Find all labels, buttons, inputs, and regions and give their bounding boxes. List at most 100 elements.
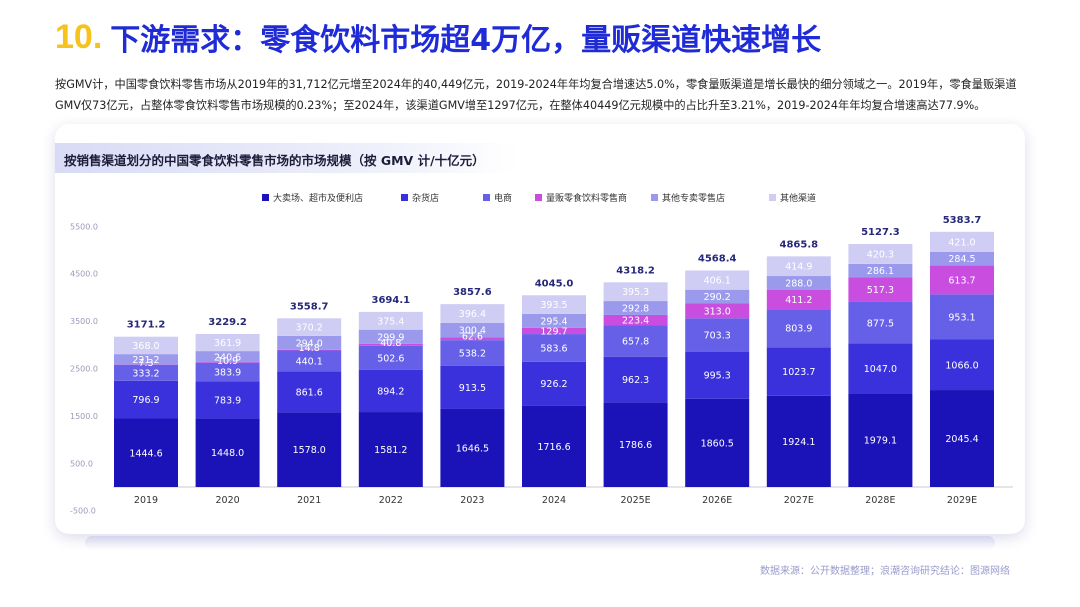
segment-value-label: 657.8	[622, 337, 649, 348]
segment-value-label: 368.0	[132, 341, 159, 352]
segment-value-label: 1578.0	[293, 445, 326, 456]
x-tick-label: 2027E	[784, 495, 814, 506]
bar-segment	[358, 343, 423, 346]
bar-segment	[277, 412, 342, 487]
segment-value-label: 613.7	[948, 275, 975, 286]
y-tick-label: 5500.0	[70, 222, 98, 231]
legend-label: 量贩零食饮料零售商	[546, 192, 627, 204]
legend-label: 其他渠道	[780, 192, 816, 204]
bar-segment	[766, 276, 831, 290]
total-value-label: 3694.1	[372, 295, 411, 306]
segment-value-label: 926.2	[540, 379, 567, 390]
bar-segment	[277, 335, 342, 350]
bar-segment	[930, 339, 994, 391]
bar-segment	[522, 313, 586, 328]
y-tick-label: 3500.0	[70, 317, 98, 326]
segment-value-label: 2045.4	[945, 434, 978, 445]
segment-value-label: 1066.0	[945, 360, 978, 371]
legend-swatch	[262, 194, 269, 201]
segment-value-label: 803.9	[785, 324, 812, 335]
bar-segment	[114, 380, 178, 419]
bar-segment	[766, 309, 831, 348]
bar-segment	[195, 362, 260, 364]
bar-segment	[603, 282, 668, 302]
total-value-label: 4568.4	[698, 253, 737, 264]
segment-value-label: 995.3	[704, 371, 731, 382]
legend-swatch	[483, 194, 490, 201]
segment-value-label: 62.6	[462, 332, 483, 343]
y-tick-label: 2500.0	[70, 365, 98, 374]
bar-segment	[440, 304, 505, 323]
bar-segment	[930, 265, 994, 295]
segment-value-label: 313.0	[704, 306, 731, 317]
segment-value-label: 383.9	[214, 368, 241, 379]
bar-segment	[114, 364, 178, 381]
segment-value-label: 1581.2	[374, 445, 407, 456]
bar-segment	[603, 325, 668, 357]
total-value-label: 3857.6	[453, 287, 492, 298]
bar-segment	[522, 334, 586, 362]
segment-value-label: 292.8	[622, 303, 649, 314]
segment-value-label: 221.2	[132, 355, 159, 366]
y-tick-label: 1500.0	[70, 412, 98, 421]
segment-value-label: 284.5	[948, 254, 975, 265]
bar-segment	[848, 277, 913, 302]
segment-value-label: 333.2	[132, 368, 159, 379]
x-tick-label: 2023	[460, 495, 484, 506]
y-tick-label: 4500.0	[70, 270, 98, 279]
bar-segment	[358, 329, 423, 344]
legend-label: 杂货店	[412, 192, 439, 204]
segment-value-label: 411.2	[785, 295, 812, 306]
bar-segment	[195, 363, 260, 382]
legend-label: 大卖场、超市及便利店	[273, 192, 363, 204]
segment-value-label: 361.9	[214, 338, 241, 349]
bar-segment	[195, 418, 260, 487]
bar-segment	[766, 395, 831, 487]
x-tick-label: 2024	[542, 495, 566, 506]
total-value-label: 3171.2	[127, 320, 166, 331]
bar-segment	[848, 263, 913, 278]
segment-value-label: 299.9	[377, 332, 404, 343]
bar-segment	[930, 390, 994, 487]
legend-swatch	[401, 194, 408, 201]
bar-segment	[603, 314, 668, 326]
segment-value-label: 421.0	[948, 237, 975, 248]
bar-segment	[277, 349, 342, 351]
segment-value-label: 1786.6	[619, 440, 652, 451]
bar-segment	[440, 365, 505, 409]
segment-value-label: 286.1	[867, 266, 894, 277]
legend-label: 其他专卖零售店	[662, 192, 725, 204]
legend-swatch	[769, 194, 776, 201]
x-tick-label: 2028E	[865, 495, 895, 506]
segment-value-label: 1047.0	[864, 364, 897, 375]
total-value-label: 5127.3	[861, 227, 900, 238]
segment-value-label: 40.8	[380, 338, 401, 349]
segment-value-label: 861.6	[296, 387, 323, 398]
segment-value-label: 288.0	[785, 278, 812, 289]
bar-segment	[603, 402, 668, 487]
headline: 10. 下游需求：零食饮料市场超4万亿，量贩渠道快速增长	[55, 14, 821, 60]
bar-segment	[685, 398, 750, 487]
segment-value-label: 375.4	[377, 316, 404, 327]
bar-segment	[685, 270, 750, 290]
segment-value-label: 370.2	[296, 323, 323, 334]
segment-value-label: 10.9	[217, 356, 238, 367]
segment-value-label: 877.5	[867, 318, 894, 329]
segment-value-label: 783.9	[214, 395, 241, 406]
bar-segment	[848, 343, 913, 394]
segment-value-label: 414.9	[785, 262, 812, 273]
x-tick-label: 2029E	[947, 495, 977, 506]
total-value-label: 4865.8	[780, 239, 819, 250]
bar-segment	[195, 381, 260, 419]
chart-title: 按销售渠道划分的中国零食饮料零售市场的市场规模（按 GMV 计/十亿元）	[64, 153, 485, 168]
x-tick-label: 2019	[134, 495, 158, 506]
legend-swatch	[535, 194, 542, 201]
x-tick-label: 2022	[379, 495, 403, 506]
bar-segment	[603, 356, 668, 403]
bar-segment	[195, 333, 260, 352]
headline-text: 下游需求：零食饮料市场超4万亿，量贩渠道快速增长	[110, 23, 822, 58]
segment-value-label: 396.4	[459, 309, 486, 320]
bar-segment	[358, 345, 423, 370]
segment-value-label: 129.7	[540, 326, 567, 337]
segment-value-label: 14.8	[299, 343, 320, 354]
